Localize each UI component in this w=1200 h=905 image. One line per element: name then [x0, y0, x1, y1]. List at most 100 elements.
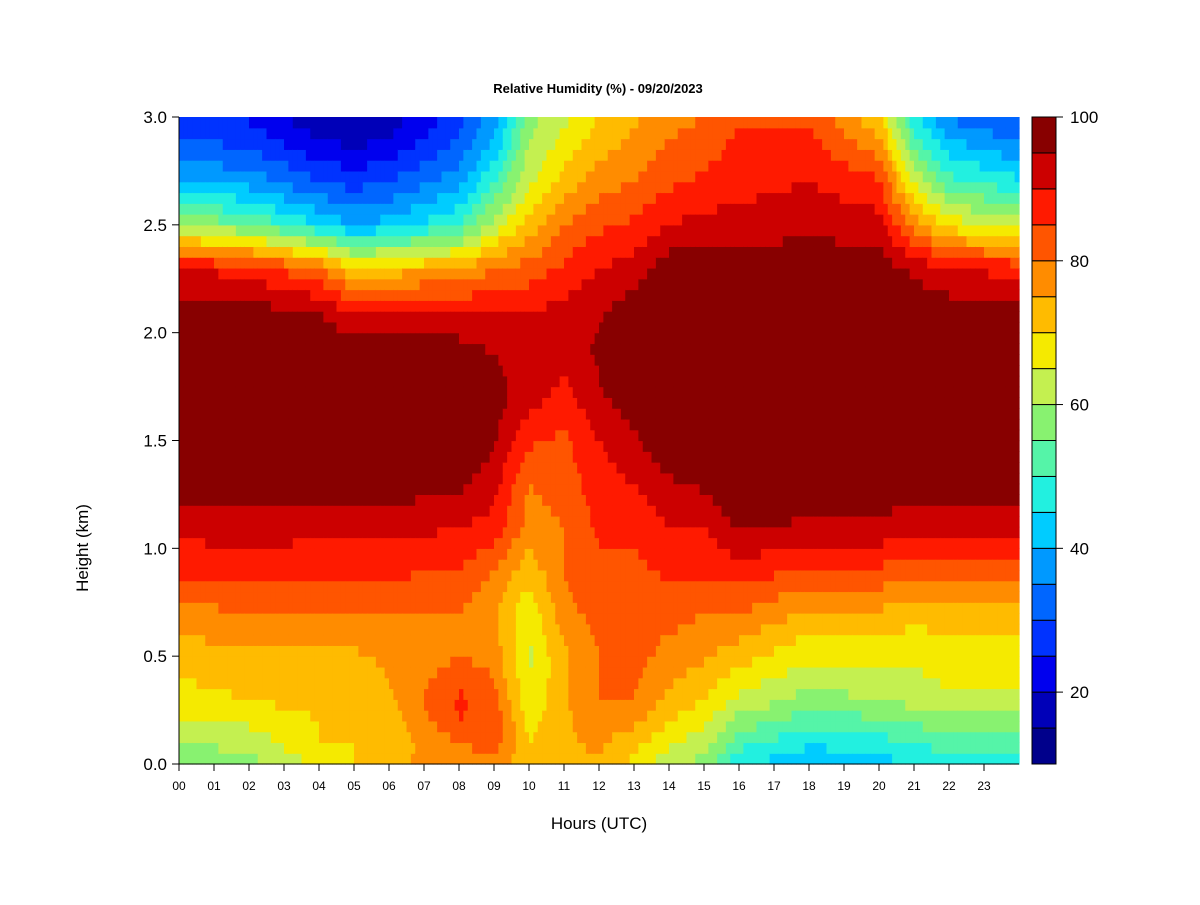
- heatmap-cell: [240, 515, 246, 528]
- heatmap-cell: [393, 127, 399, 140]
- heatmap-cell: [533, 149, 539, 161]
- heatmap-cell: [375, 429, 381, 442]
- heatmap-cell: [467, 602, 473, 614]
- heatmap-cell: [485, 267, 491, 280]
- heatmap-cell: [227, 623, 233, 636]
- heatmap-cell: [354, 214, 359, 226]
- heatmap-cell: [524, 645, 530, 657]
- heatmap-cell: [222, 602, 228, 614]
- heatmap-cell: [454, 699, 460, 711]
- heatmap-cell: [305, 742, 311, 754]
- heatmap-cell: [257, 386, 263, 398]
- heatmap-cell: [200, 117, 206, 129]
- heatmap-cell: [515, 526, 521, 539]
- heatmap-cell: [432, 321, 438, 334]
- heatmap-cell: [529, 591, 534, 603]
- heatmap-cell: [485, 505, 491, 517]
- heatmap-cell: [222, 472, 228, 485]
- heatmap-cell: [502, 451, 508, 463]
- heatmap-cell: [192, 365, 198, 377]
- heatmap-cell: [262, 559, 268, 571]
- heatmap-cell: [529, 429, 534, 442]
- heatmap-cell: [231, 408, 237, 420]
- heatmap-cell: [524, 710, 530, 722]
- heatmap-cell: [419, 138, 425, 150]
- heatmap-cell: [319, 149, 324, 161]
- heatmap-cell: [529, 311, 534, 323]
- heatmap-cell: [266, 591, 272, 603]
- heatmap-cell: [520, 127, 526, 140]
- heatmap-cell: [397, 548, 403, 560]
- heatmap-cell: [485, 623, 491, 636]
- heatmap-cell: [214, 613, 219, 625]
- heatmap-cell: [375, 300, 381, 312]
- heatmap-cell: [345, 160, 351, 172]
- heatmap-cell: [384, 537, 390, 549]
- heatmap-cell: [354, 257, 359, 269]
- heatmap-cell: [459, 645, 464, 657]
- heatmap-cell: [354, 537, 359, 549]
- heatmap-cell: [279, 289, 285, 301]
- heatmap-cell: [485, 343, 491, 355]
- heatmap-cell: [437, 666, 443, 679]
- heatmap-cell: [305, 699, 311, 711]
- heatmap-cell: [437, 354, 443, 366]
- heatmap-cell: [498, 666, 504, 679]
- heatmap-cell: [332, 580, 338, 593]
- heatmap-cell: [179, 472, 184, 485]
- heatmap-cell: [402, 613, 408, 625]
- heatmap-cell: [428, 559, 434, 571]
- heatmap-cell: [371, 214, 377, 226]
- heatmap-cell: [389, 559, 394, 571]
- heatmap-cell: [262, 278, 268, 291]
- heatmap-cell: [384, 365, 390, 377]
- heatmap-cell: [402, 386, 408, 398]
- heatmap-cell: [284, 311, 289, 323]
- heatmap-cell: [450, 591, 456, 603]
- heatmap-cell: [529, 472, 534, 485]
- heatmap-cell: [253, 127, 259, 140]
- heatmap-cell: [340, 278, 346, 291]
- heatmap-cell: [340, 559, 346, 571]
- heatmap-cell: [235, 472, 241, 485]
- heatmap-cell: [362, 429, 368, 442]
- heatmap-cell: [397, 332, 403, 345]
- heatmap-cell: [542, 656, 548, 668]
- heatmap-cell: [406, 645, 412, 657]
- heatmap-cell: [297, 117, 303, 129]
- heatmap-cell: [301, 267, 307, 280]
- heatmap-cell: [192, 451, 198, 463]
- heatmap-cell: [323, 505, 329, 517]
- heatmap-cell: [187, 138, 193, 150]
- heatmap-cell: [480, 645, 486, 657]
- heatmap-cell: [393, 181, 399, 194]
- heatmap-cell: [244, 397, 250, 409]
- heatmap-cell: [537, 181, 543, 194]
- heatmap-cell: [200, 451, 206, 463]
- heatmap-cell: [275, 117, 281, 129]
- heatmap-cell: [367, 710, 373, 722]
- heatmap-cell: [537, 300, 543, 312]
- heatmap-cell: [367, 354, 373, 366]
- heatmap-cell: [288, 440, 294, 452]
- heatmap-cell: [218, 688, 224, 700]
- heatmap-cell: [209, 569, 215, 582]
- heatmap-cell: [192, 710, 198, 722]
- heatmap-cell: [205, 656, 211, 668]
- heatmap-cell: [424, 267, 429, 280]
- heatmap-cell: [288, 688, 294, 700]
- heatmap-cell: [480, 699, 486, 711]
- heatmap-cell: [266, 397, 272, 409]
- heatmap-cell: [537, 149, 543, 161]
- heatmap-cell: [432, 613, 438, 625]
- heatmap-cell: [209, 138, 215, 150]
- heatmap-cell: [179, 559, 184, 571]
- heatmap-cell: [371, 418, 377, 431]
- heatmap-cell: [279, 720, 285, 733]
- heatmap-cell: [450, 235, 456, 247]
- heatmap-cell: [524, 472, 530, 485]
- heatmap-cell: [389, 505, 394, 517]
- heatmap-cell: [542, 699, 548, 711]
- heatmap-cell: [323, 332, 329, 345]
- heatmap-cell: [533, 623, 539, 636]
